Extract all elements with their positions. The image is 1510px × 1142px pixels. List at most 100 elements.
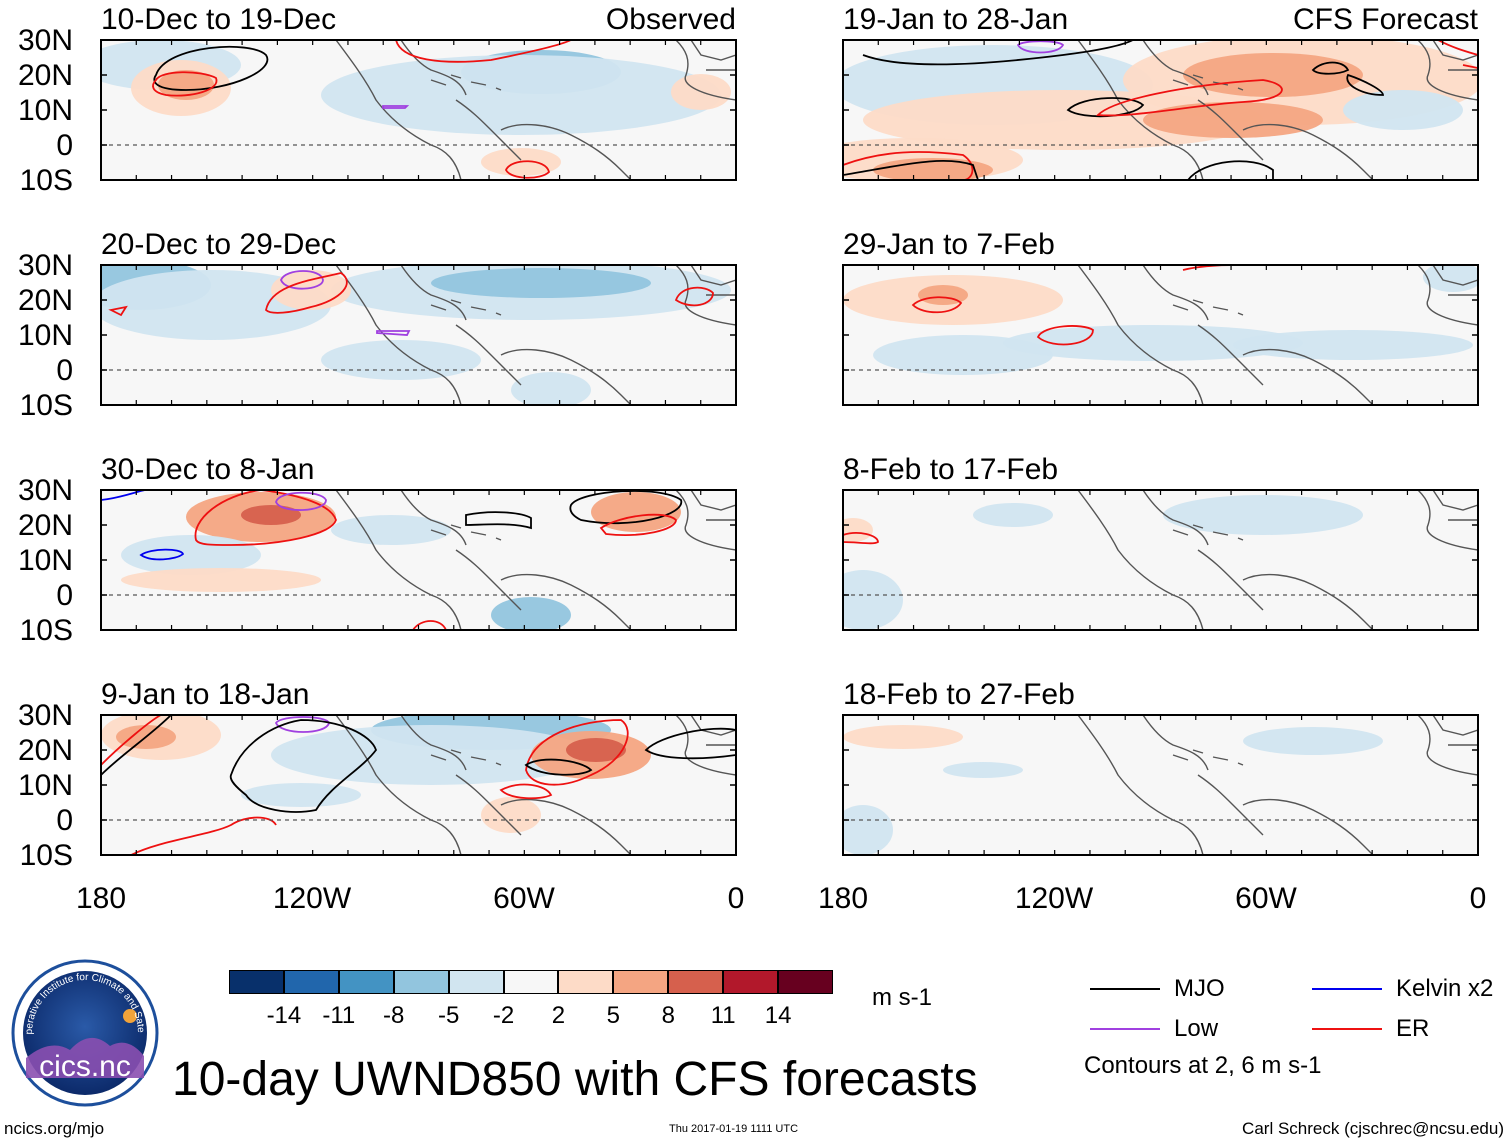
coastline xyxy=(1417,715,1478,776)
wave-contour xyxy=(139,548,185,561)
wave-contour xyxy=(130,816,277,855)
wave-contour xyxy=(1066,97,1145,118)
wave-contour xyxy=(644,727,736,760)
legend-label-kelvin: Kelvin x2 xyxy=(1396,975,1494,1002)
coastline xyxy=(1172,749,1244,766)
wave-contour xyxy=(275,491,327,511)
anomaly-shading xyxy=(843,805,893,855)
wave-contour xyxy=(524,758,593,776)
lat-label: 10N xyxy=(17,94,73,127)
colorbar-tick-label: -11 xyxy=(322,1002,356,1029)
lon-label: 0 xyxy=(727,882,745,915)
coastline xyxy=(430,749,502,766)
coastline xyxy=(1197,774,1264,836)
anomaly-shading xyxy=(843,518,873,542)
coastline xyxy=(1417,265,1478,326)
wave-contour xyxy=(843,532,879,545)
lat-label: 30N xyxy=(17,699,73,732)
coastline xyxy=(1077,490,1204,630)
wave-contour xyxy=(108,305,128,317)
panel-period: 30-Dec to 8-Jan xyxy=(101,453,315,486)
coastline xyxy=(1242,798,1374,855)
coastline xyxy=(1172,74,1244,91)
anomaly-shading xyxy=(863,90,1263,150)
colorbar-tick-label: -2 xyxy=(492,1002,515,1029)
coastline xyxy=(675,715,736,776)
panel-period: 19-Jan to 28-Jan xyxy=(843,3,1069,36)
anomaly-shading xyxy=(431,268,651,298)
colorbar-box xyxy=(338,970,394,994)
coastline xyxy=(455,549,522,611)
wave-contour xyxy=(1016,40,1065,54)
coastline xyxy=(1142,490,1209,546)
coastline xyxy=(335,40,462,180)
panel-period: 10-Dec to 19-Dec xyxy=(101,3,337,36)
colorbar-box xyxy=(503,970,559,994)
anomaly-shading xyxy=(1143,102,1323,138)
wave-contour xyxy=(862,40,1134,66)
coastline xyxy=(1077,40,1204,180)
wave-contour xyxy=(674,286,714,307)
legend-item-er: ER xyxy=(1312,1015,1429,1043)
legend-swatch-kelvin xyxy=(1312,988,1382,990)
footer-author: Carl Schreck (cjschrec@ncsu.edu) xyxy=(1242,1119,1504,1138)
coastline xyxy=(430,524,502,541)
wave-contour xyxy=(1187,160,1274,180)
coastline xyxy=(430,299,502,316)
colorbar-tick-label: 11 xyxy=(710,1002,736,1029)
anomaly-shading xyxy=(511,372,591,405)
anomaly-shading xyxy=(1003,325,1303,361)
coastline xyxy=(1172,524,1244,541)
wave-contour xyxy=(1036,325,1094,346)
lat-label: 0 xyxy=(56,129,73,162)
wave-contour xyxy=(1346,73,1384,96)
coastline xyxy=(1197,549,1264,611)
colorbar-box xyxy=(283,970,339,994)
wave-contour xyxy=(599,513,677,536)
panel-period: 18-Feb to 27-Feb xyxy=(843,678,1075,711)
anomaly-shading xyxy=(481,797,541,833)
wave-contour xyxy=(412,620,447,630)
legend-swatch-er xyxy=(1312,1028,1382,1030)
map-panel-r0 xyxy=(842,39,1479,181)
colorbar-tick-label: 5 xyxy=(606,1002,621,1029)
lon-label: 180 xyxy=(75,882,127,915)
wave-contour xyxy=(101,715,162,766)
coastline xyxy=(1432,715,1478,746)
anomaly-shading xyxy=(1183,53,1363,97)
wave-contour xyxy=(843,151,974,180)
column-header: Observed xyxy=(605,3,736,36)
coastline xyxy=(1077,715,1204,855)
colorbar-box xyxy=(668,970,724,994)
map-panel-l2 xyxy=(100,489,737,631)
lat-label: 0 xyxy=(56,354,73,387)
wave-contour xyxy=(911,296,963,314)
legend-item-mjo: MJO xyxy=(1090,975,1225,1003)
anomaly-shading xyxy=(321,340,481,380)
lat-label: 20N xyxy=(17,59,73,92)
coastline xyxy=(1432,490,1478,521)
legend-item-kelvin: Kelvin x2 xyxy=(1312,975,1493,1003)
colorbar-box xyxy=(723,970,779,994)
coastline xyxy=(675,265,736,326)
legend-label-mjo: MJO xyxy=(1174,975,1225,1002)
lat-label: 30N xyxy=(17,249,73,282)
wave-contour xyxy=(843,160,979,180)
lon-label: 60W xyxy=(493,882,555,915)
coastline xyxy=(335,715,462,855)
coastline xyxy=(690,490,736,521)
wave-contour xyxy=(1462,64,1478,69)
coastline xyxy=(400,40,467,96)
coastline xyxy=(500,348,632,405)
map-panel-r2 xyxy=(842,489,1479,631)
coastline xyxy=(455,774,522,836)
coastline xyxy=(1077,265,1204,405)
coastline xyxy=(455,99,522,161)
coastline xyxy=(1432,40,1478,71)
wave-contour xyxy=(499,783,553,800)
lon-label: 120W xyxy=(272,882,352,915)
map-panel-l0 xyxy=(100,39,737,181)
lat-label: 20N xyxy=(17,509,73,542)
lon-label: 120W xyxy=(1014,882,1094,915)
